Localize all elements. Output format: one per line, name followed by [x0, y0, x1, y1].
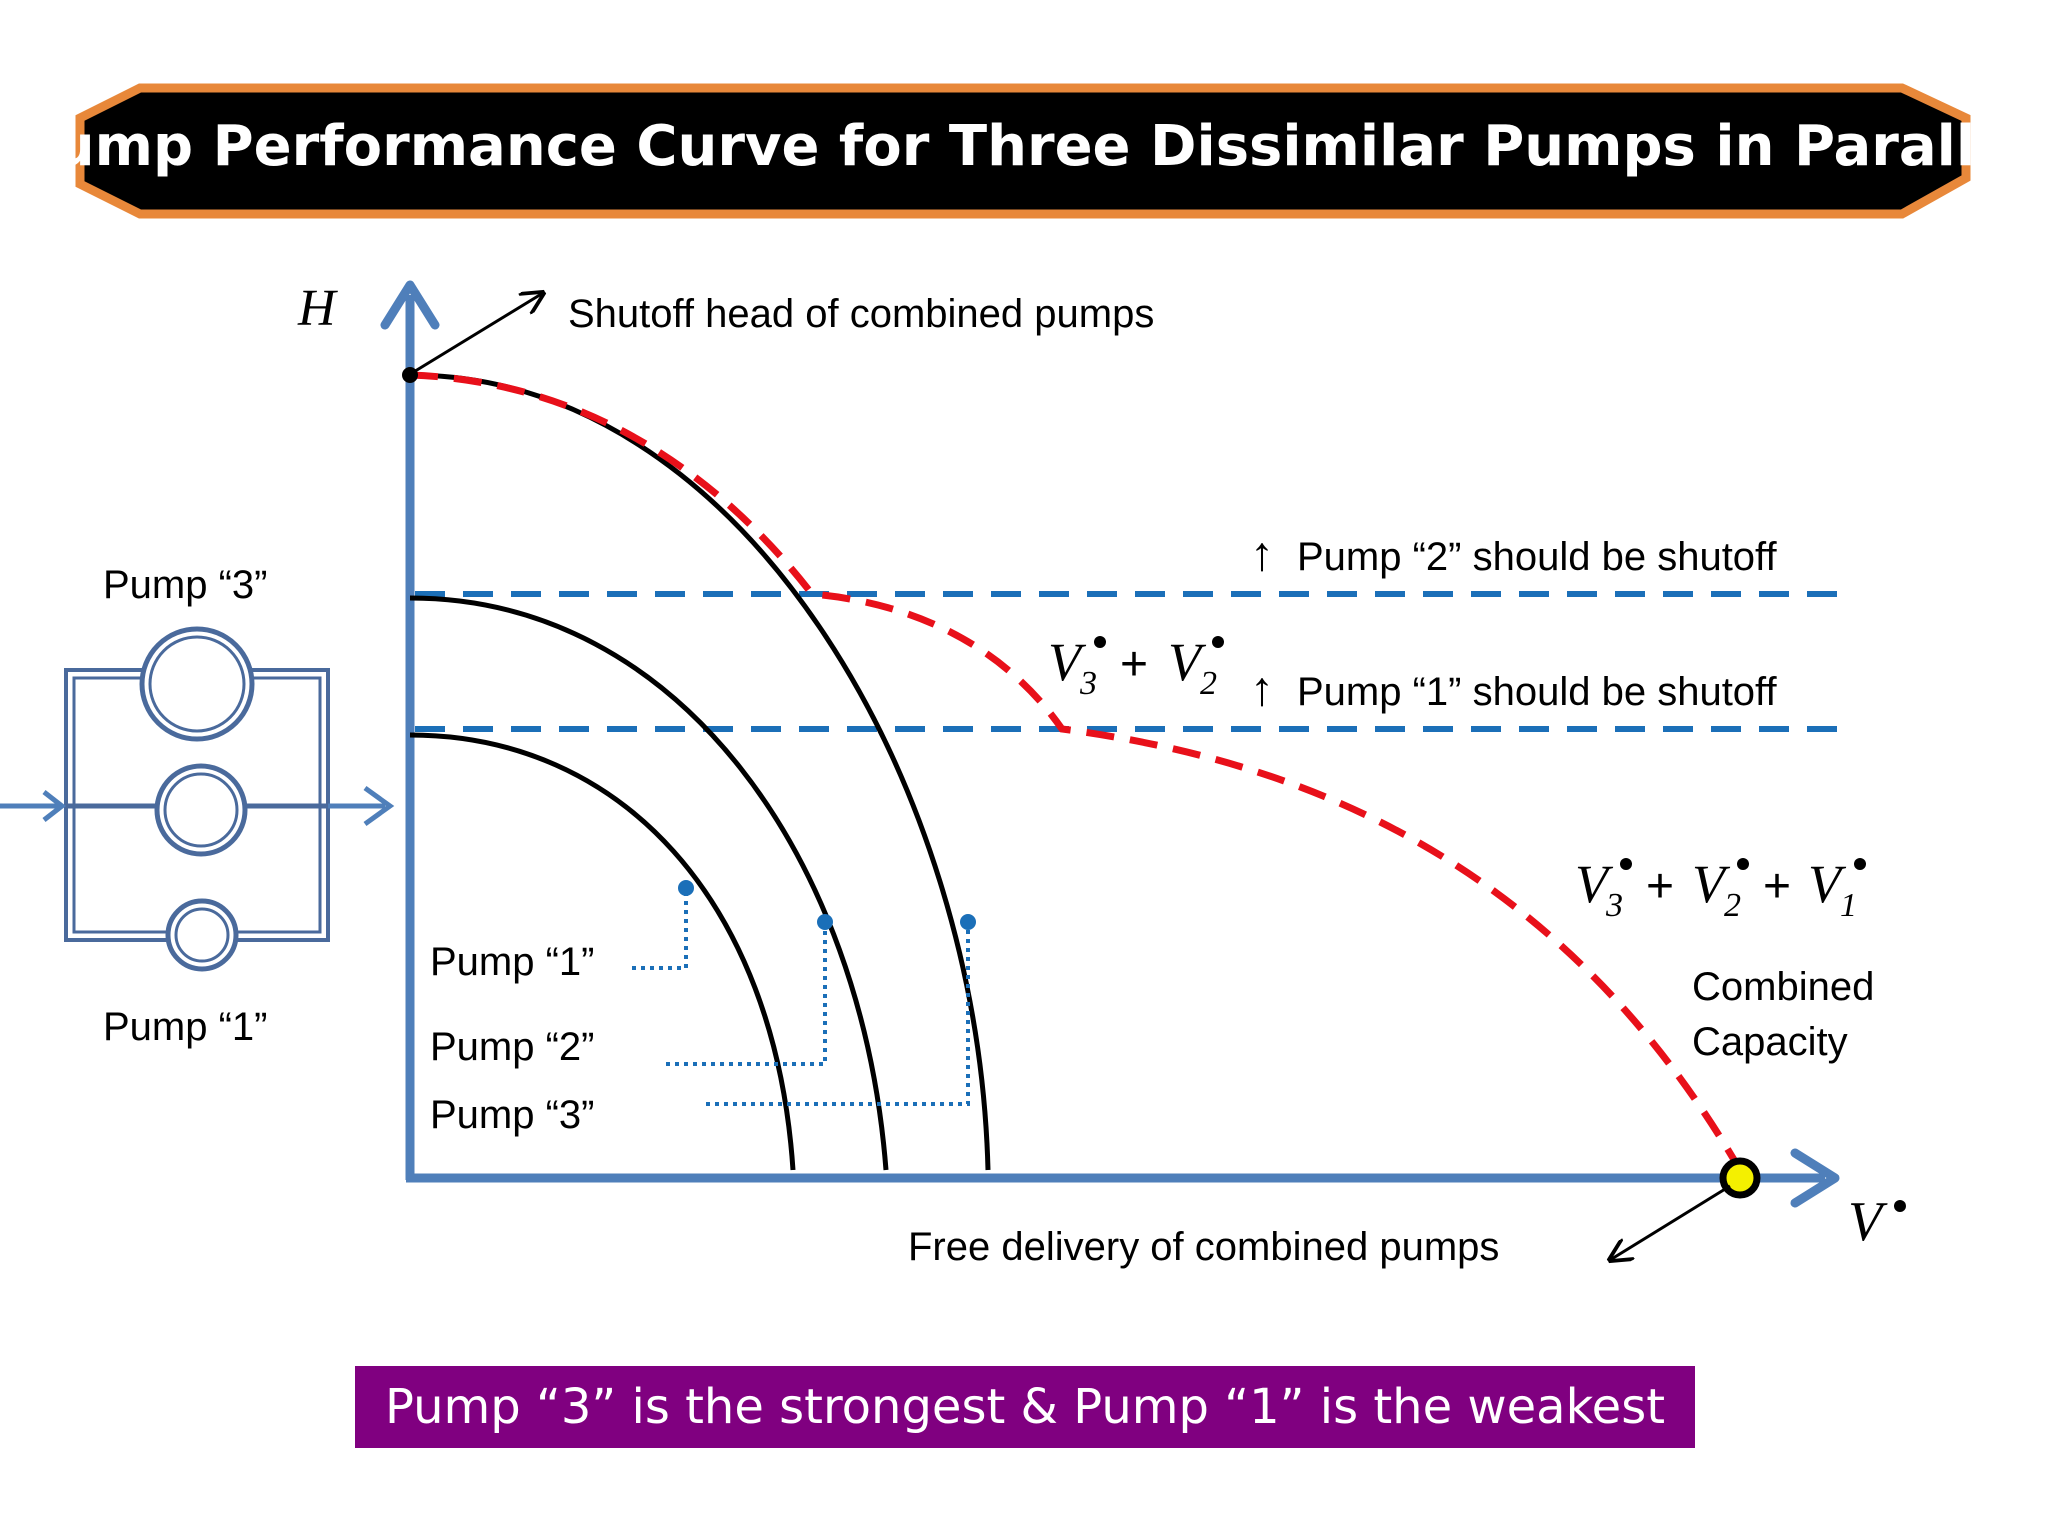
svg-text:2: 2	[1200, 665, 1217, 702]
title-banner-shape	[75, 83, 1971, 219]
svg-text:+: +	[1120, 638, 1148, 691]
svg-text:V: V	[1168, 632, 1207, 692]
schematic-top-label: Pump “3”	[103, 563, 268, 607]
svg-text:1: 1	[1840, 887, 1857, 924]
pump1-symbol-inner	[174, 907, 230, 963]
pump3-marker	[960, 914, 976, 930]
svg-text:3: 3	[1605, 887, 1623, 924]
bottom-banner-text: Pump “3” is the strongest & Pump “1” is …	[385, 1379, 1665, 1435]
combined-capacity-curve	[409, 371, 1744, 1172]
svg-text:V: V	[1575, 854, 1614, 914]
pump2-shutoff-note: ↑ Pump “2” should be shutoff	[1250, 528, 1777, 581]
pump2-shutoff-label: Pump “2” should be shutoff	[1297, 535, 1777, 579]
x-axis-label: V	[1848, 1191, 1906, 1253]
sum-label-v3-v2-v1: V 3 + V 2 + V 1	[1575, 854, 1866, 924]
inlet-arrowhead	[42, 790, 67, 822]
pump3-curve-label: Pump “3”	[430, 1093, 595, 1137]
up-arrow-glyph: ↑	[1250, 528, 1274, 581]
free-delivery-annotation: Free delivery of combined pumps	[908, 1184, 1731, 1269]
free-delivery-point	[1719, 1157, 1761, 1199]
title-banner: Pump Performance Curve for Three Dissimi…	[14, 83, 2033, 219]
svg-text:Combined: Combined	[1692, 965, 1874, 1009]
free-delivery-label: Free delivery of combined pumps	[908, 1225, 1499, 1269]
svg-text:V: V	[1848, 1191, 1888, 1253]
svg-text:Capacity: Capacity	[1692, 1020, 1848, 1064]
pump3-leader	[706, 922, 970, 1106]
pump2-leader	[666, 922, 827, 1066]
x-axis-arrowhead	[1790, 1148, 1840, 1208]
shutoff-head-arrow	[411, 293, 543, 375]
pump1-leader	[632, 888, 688, 970]
svg-text:V: V	[1808, 854, 1847, 914]
bottom-banner: Pump “3” is the strongest & Pump “1” is …	[355, 1366, 1695, 1448]
up-arrow-glyph: ↑	[1250, 663, 1274, 716]
schematic-bottom-label: Pump “1”	[103, 1005, 268, 1049]
pump2-symbol-inner	[163, 772, 239, 848]
svg-text:V: V	[1048, 632, 1087, 692]
parallel-pump-schematic: Pump “3” Pump “1”	[0, 563, 395, 1049]
shutoff-head-label: Shutoff head of combined pumps	[568, 292, 1154, 336]
svg-text:+: +	[1763, 860, 1791, 913]
pump1-shutoff-note: ↑ Pump “1” should be shutoff	[1250, 663, 1777, 716]
svg-text:2: 2	[1724, 887, 1741, 924]
pump1-shutoff-label: Pump “1” should be shutoff	[1297, 670, 1777, 714]
shutoff-head-annotation: Shutoff head of combined pumps	[411, 292, 1154, 375]
pump1-curve	[409, 732, 796, 1171]
page-title: Pump Performance Curve for Three Dissimi…	[14, 114, 2033, 179]
pump-leaders	[632, 880, 976, 1106]
svg-text:V: V	[1692, 854, 1731, 914]
x-axis-dot	[1894, 1200, 1906, 1212]
pump1-marker	[678, 880, 694, 896]
combined-capacity-label: Combined Capacity	[1692, 965, 1874, 1064]
pump2-curve-label: Pump “2”	[430, 1025, 595, 1069]
pump3-symbol-inner	[148, 635, 246, 733]
svg-text:3: 3	[1079, 665, 1097, 702]
outlet-arrowhead	[363, 785, 395, 827]
y-axis-label: H	[297, 280, 338, 337]
free-delivery-arrow	[1610, 1184, 1731, 1260]
sum-label-v3-v2: V 3 + V 2	[1048, 632, 1224, 702]
y-axis-arrowhead	[380, 280, 440, 330]
bottom-banner-bg	[355, 1366, 1695, 1448]
pump1-curve-label: Pump “1”	[430, 940, 595, 984]
pump2-marker	[817, 914, 833, 930]
pump2-curve	[409, 595, 889, 1171]
svg-text:+: +	[1646, 860, 1674, 913]
